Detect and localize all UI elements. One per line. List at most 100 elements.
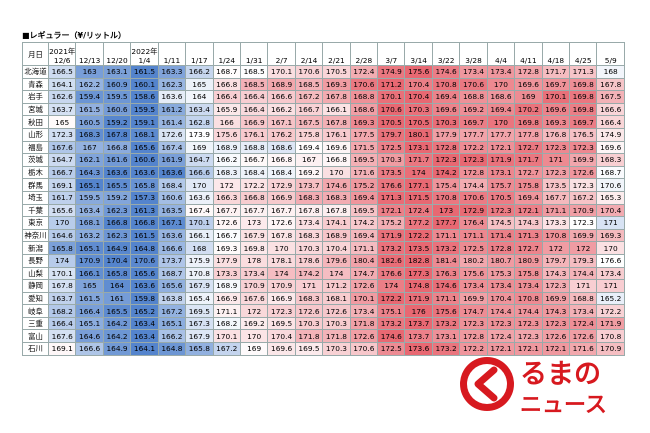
cell: 170.3 [322, 342, 351, 356]
date-label: 2/14 [300, 56, 318, 65]
column-header: 5/9 [596, 42, 625, 66]
date-label: 1/4 [138, 56, 151, 65]
cell: 175.6 [404, 65, 433, 79]
cell: 172.1 [514, 203, 543, 218]
cell: 172.3 [47, 127, 77, 142]
cell: 168.2 [47, 304, 77, 318]
cell: 164.7 [185, 153, 214, 167]
cell: 170 [486, 115, 516, 129]
cell: 170.4 [486, 291, 516, 306]
cell: 168 [185, 241, 214, 255]
cell: 175.6 [459, 266, 488, 281]
logo-text: るまの [520, 359, 601, 390]
cell: 172.5 [377, 140, 406, 155]
cell: 172.3 [267, 304, 296, 318]
cell: 171.5 [404, 190, 433, 205]
cell: 170 [47, 216, 77, 230]
cell: 177.7 [459, 127, 488, 142]
cell: 171 [596, 279, 625, 293]
row: 福島 167.6 167 166.8 165.6 167.4 169 168.9 168.8 16… [22, 140, 625, 155]
cell: 172.9 [267, 178, 296, 192]
cell: 166.9 [267, 190, 296, 205]
cell: 162.1 [75, 153, 104, 167]
cell: 168.5 [239, 77, 269, 92]
cell: 172.3 [431, 153, 461, 167]
cell: 177.9 [212, 253, 241, 268]
row: 青森 164.1 162.2 160.9 160.1 162.3 165 166.8 168.5… [22, 77, 625, 92]
cell: 170.8 [431, 77, 461, 92]
date-label: 12/13 [78, 56, 101, 65]
cell: 166.8 [322, 153, 351, 167]
column-header: 2/14 [294, 42, 324, 66]
cell: 164.6 [75, 329, 104, 344]
cell: 165.5 [102, 304, 132, 318]
cell: 170.3 [322, 316, 351, 331]
cell: 170.1 [541, 90, 571, 104]
cell: 169.6 [431, 102, 461, 117]
cell: 169.4 [431, 90, 461, 104]
column-header: 1/17 [185, 42, 214, 66]
row-label: 静岡 [22, 279, 49, 293]
cell: 166.4 [239, 102, 269, 117]
cell: 159.5 [75, 190, 104, 205]
cell: 165 [75, 279, 104, 293]
cell: 170.6 [349, 342, 379, 356]
cell: 172.6 [294, 304, 324, 318]
cell: 169.4 [294, 140, 324, 155]
cell: 169.6 [541, 102, 571, 117]
cell: 170.6 [596, 178, 625, 192]
row: 石川 169.1 166.6 164.9 164.1 164.8 165.8 167.2 169… [22, 342, 625, 356]
cell: 171.9 [377, 228, 406, 243]
cell: 170.9 [75, 253, 104, 268]
cell: 162.3 [102, 228, 132, 243]
date-label: 4/4 [495, 56, 507, 65]
cell: 172.3 [459, 316, 488, 331]
cell: 170.6 [294, 65, 324, 79]
cell: 169.6 [596, 140, 625, 155]
cell: 164.9 [102, 342, 132, 356]
cell: 167.2 [569, 190, 598, 205]
row-label: 東京 [22, 216, 49, 230]
cell: 169.4 [486, 102, 516, 117]
cell: 177.7 [486, 127, 516, 142]
cell: 165.8 [102, 266, 132, 281]
cell: 166.9 [267, 291, 296, 306]
cell: 167.7 [239, 203, 269, 218]
row-label: 福島 [22, 140, 49, 155]
cell: 166.9 [212, 291, 241, 306]
cell: 174 [322, 266, 351, 281]
cell: 167.9 [185, 279, 214, 293]
logo-arrow [474, 366, 498, 402]
cell: 167.8 [322, 203, 351, 218]
cell: 168.3 [75, 127, 104, 142]
cell: 165.8 [130, 178, 159, 192]
date-label: 3/22 [437, 56, 455, 65]
cell: 163.6 [157, 228, 187, 243]
cell: 167.8 [596, 77, 625, 92]
cell: 164.8 [157, 342, 187, 356]
cell: 161.7 [47, 190, 77, 205]
cell: 170.4 [322, 241, 351, 255]
cell: 167.8 [322, 115, 351, 129]
cell: 165.6 [157, 279, 187, 293]
cell: 170.5 [377, 115, 406, 129]
cell: 167.1 [267, 115, 296, 129]
cell: 176.4 [459, 216, 488, 230]
cell: 163.4 [130, 316, 159, 331]
cell: 168.6 [349, 102, 379, 117]
cell: 170.1 [377, 90, 406, 104]
row: 埼玉 161.7 159.5 159.2 157.3 160.6 163.6 166.3 166… [22, 190, 625, 205]
logo-ring [467, 364, 507, 404]
cell: 179.7 [377, 127, 406, 142]
cell: 166 [212, 115, 241, 129]
corner: 月日 [22, 42, 49, 66]
cell: 171 [294, 279, 324, 293]
cell: 169.5 [349, 153, 379, 167]
cell: 175.6 [431, 304, 461, 318]
date-label: 12/20 [106, 56, 128, 65]
cell: 174.3 [541, 266, 571, 281]
header-row: 月日 2021年 12/6 12/13 12/20 2022年 1/4 1/11 1/17 1/2… [22, 42, 625, 66]
cell: 167.4 [185, 203, 214, 218]
